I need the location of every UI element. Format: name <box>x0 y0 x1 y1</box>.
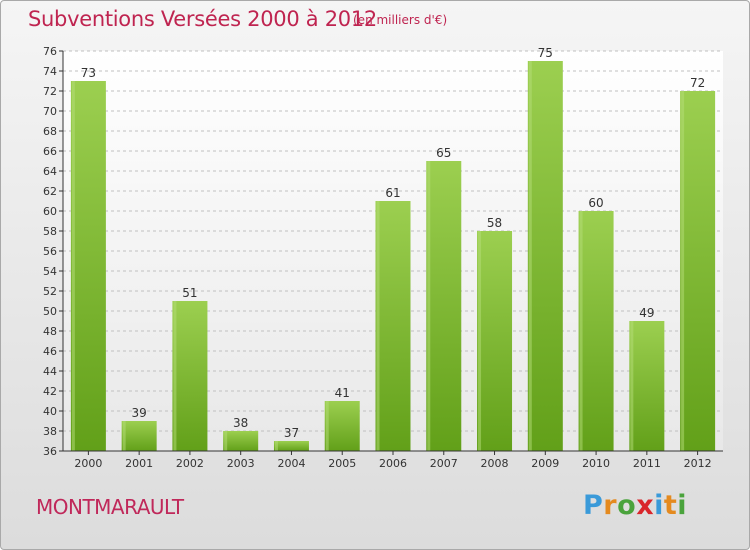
y-tick-label: 38 <box>43 425 57 438</box>
y-tick-label: 68 <box>43 125 57 138</box>
bar <box>426 161 462 451</box>
bar-highlight <box>224 431 228 451</box>
bar-highlight <box>528 61 532 451</box>
bar <box>578 211 614 451</box>
bar-highlight <box>71 81 75 451</box>
y-tick-label: 40 <box>43 405 57 418</box>
commune-name: MONTMARAULT <box>36 495 184 519</box>
x-tick-label: 2002 <box>176 457 204 470</box>
y-tick-label: 42 <box>43 385 57 398</box>
y-tick-label: 72 <box>43 85 57 98</box>
chart-subtitle: (en milliers d'€) <box>353 13 448 27</box>
logo-letter: i <box>677 490 688 521</box>
bar <box>477 231 513 451</box>
y-tick-label: 70 <box>43 105 57 118</box>
bar-highlight <box>681 91 685 451</box>
x-tick-label: 2001 <box>125 457 153 470</box>
x-tick-label: 2006 <box>379 457 407 470</box>
bar-highlight <box>376 201 380 451</box>
y-tick-label: 60 <box>43 205 57 218</box>
data-label: 73 <box>81 66 96 80</box>
y-tick-label: 62 <box>43 185 57 198</box>
chart-title: Subventions Versées 2000 à 2012 <box>28 7 377 31</box>
y-tick-label: 46 <box>43 345 57 358</box>
data-label: 41 <box>335 386 350 400</box>
bar-highlight <box>427 161 431 451</box>
bar <box>223 431 259 451</box>
x-tick-label: 2012 <box>684 457 712 470</box>
y-tick-label: 66 <box>43 145 57 158</box>
y-tick-label: 50 <box>43 305 57 318</box>
bar-highlight <box>579 211 583 451</box>
logo-letter: P <box>583 490 604 521</box>
data-label: 60 <box>588 196 603 210</box>
data-label: 65 <box>436 146 451 160</box>
logo-letter: o <box>617 490 637 521</box>
data-label: 75 <box>538 46 553 60</box>
x-tick-label: 2000 <box>74 457 102 470</box>
y-tick-label: 58 <box>43 225 57 238</box>
bar-highlight <box>630 321 634 451</box>
bar <box>324 401 360 451</box>
y-tick-label: 64 <box>43 165 57 178</box>
bar <box>273 441 309 451</box>
y-tick-label: 44 <box>43 365 57 378</box>
bar-highlight <box>325 401 329 451</box>
data-label: 51 <box>182 286 197 300</box>
x-tick-label: 2011 <box>633 457 661 470</box>
bar <box>172 301 208 451</box>
bar-highlight <box>478 231 482 451</box>
y-tick-label: 54 <box>43 265 57 278</box>
x-tick-label: 2007 <box>430 457 458 470</box>
data-label: 61 <box>385 186 400 200</box>
bar <box>527 61 563 451</box>
y-tick-label: 48 <box>43 325 57 338</box>
bar <box>680 91 716 451</box>
bar <box>121 421 157 451</box>
data-label: 37 <box>284 426 299 440</box>
x-tick-label: 2008 <box>481 457 509 470</box>
y-tick-label: 52 <box>43 285 57 298</box>
bar-highlight <box>274 441 278 451</box>
data-label: 49 <box>639 306 654 320</box>
x-tick-label: 2009 <box>531 457 559 470</box>
x-tick-label: 2003 <box>227 457 255 470</box>
data-label: 38 <box>233 416 248 430</box>
y-tick-label: 76 <box>43 45 57 58</box>
y-tick-label: 36 <box>43 445 57 458</box>
data-label: 58 <box>487 216 502 230</box>
x-tick-label: 2010 <box>582 457 610 470</box>
logo-letter: i <box>654 490 664 521</box>
logo-letter: r <box>603 490 618 521</box>
x-tick-label: 2004 <box>277 457 305 470</box>
bar <box>375 201 411 451</box>
proxiti-logo: Proxiti <box>583 490 687 521</box>
data-label: 72 <box>690 76 705 90</box>
logo-letter: x <box>636 490 655 521</box>
bar <box>70 81 106 451</box>
y-tick-label: 74 <box>43 65 57 78</box>
y-tick-label: 56 <box>43 245 57 258</box>
logo-letter: t <box>663 490 678 521</box>
bar-highlight <box>173 301 177 451</box>
data-label: 39 <box>132 406 147 420</box>
bar-highlight <box>122 421 126 451</box>
bar <box>629 321 665 451</box>
x-tick-label: 2005 <box>328 457 356 470</box>
